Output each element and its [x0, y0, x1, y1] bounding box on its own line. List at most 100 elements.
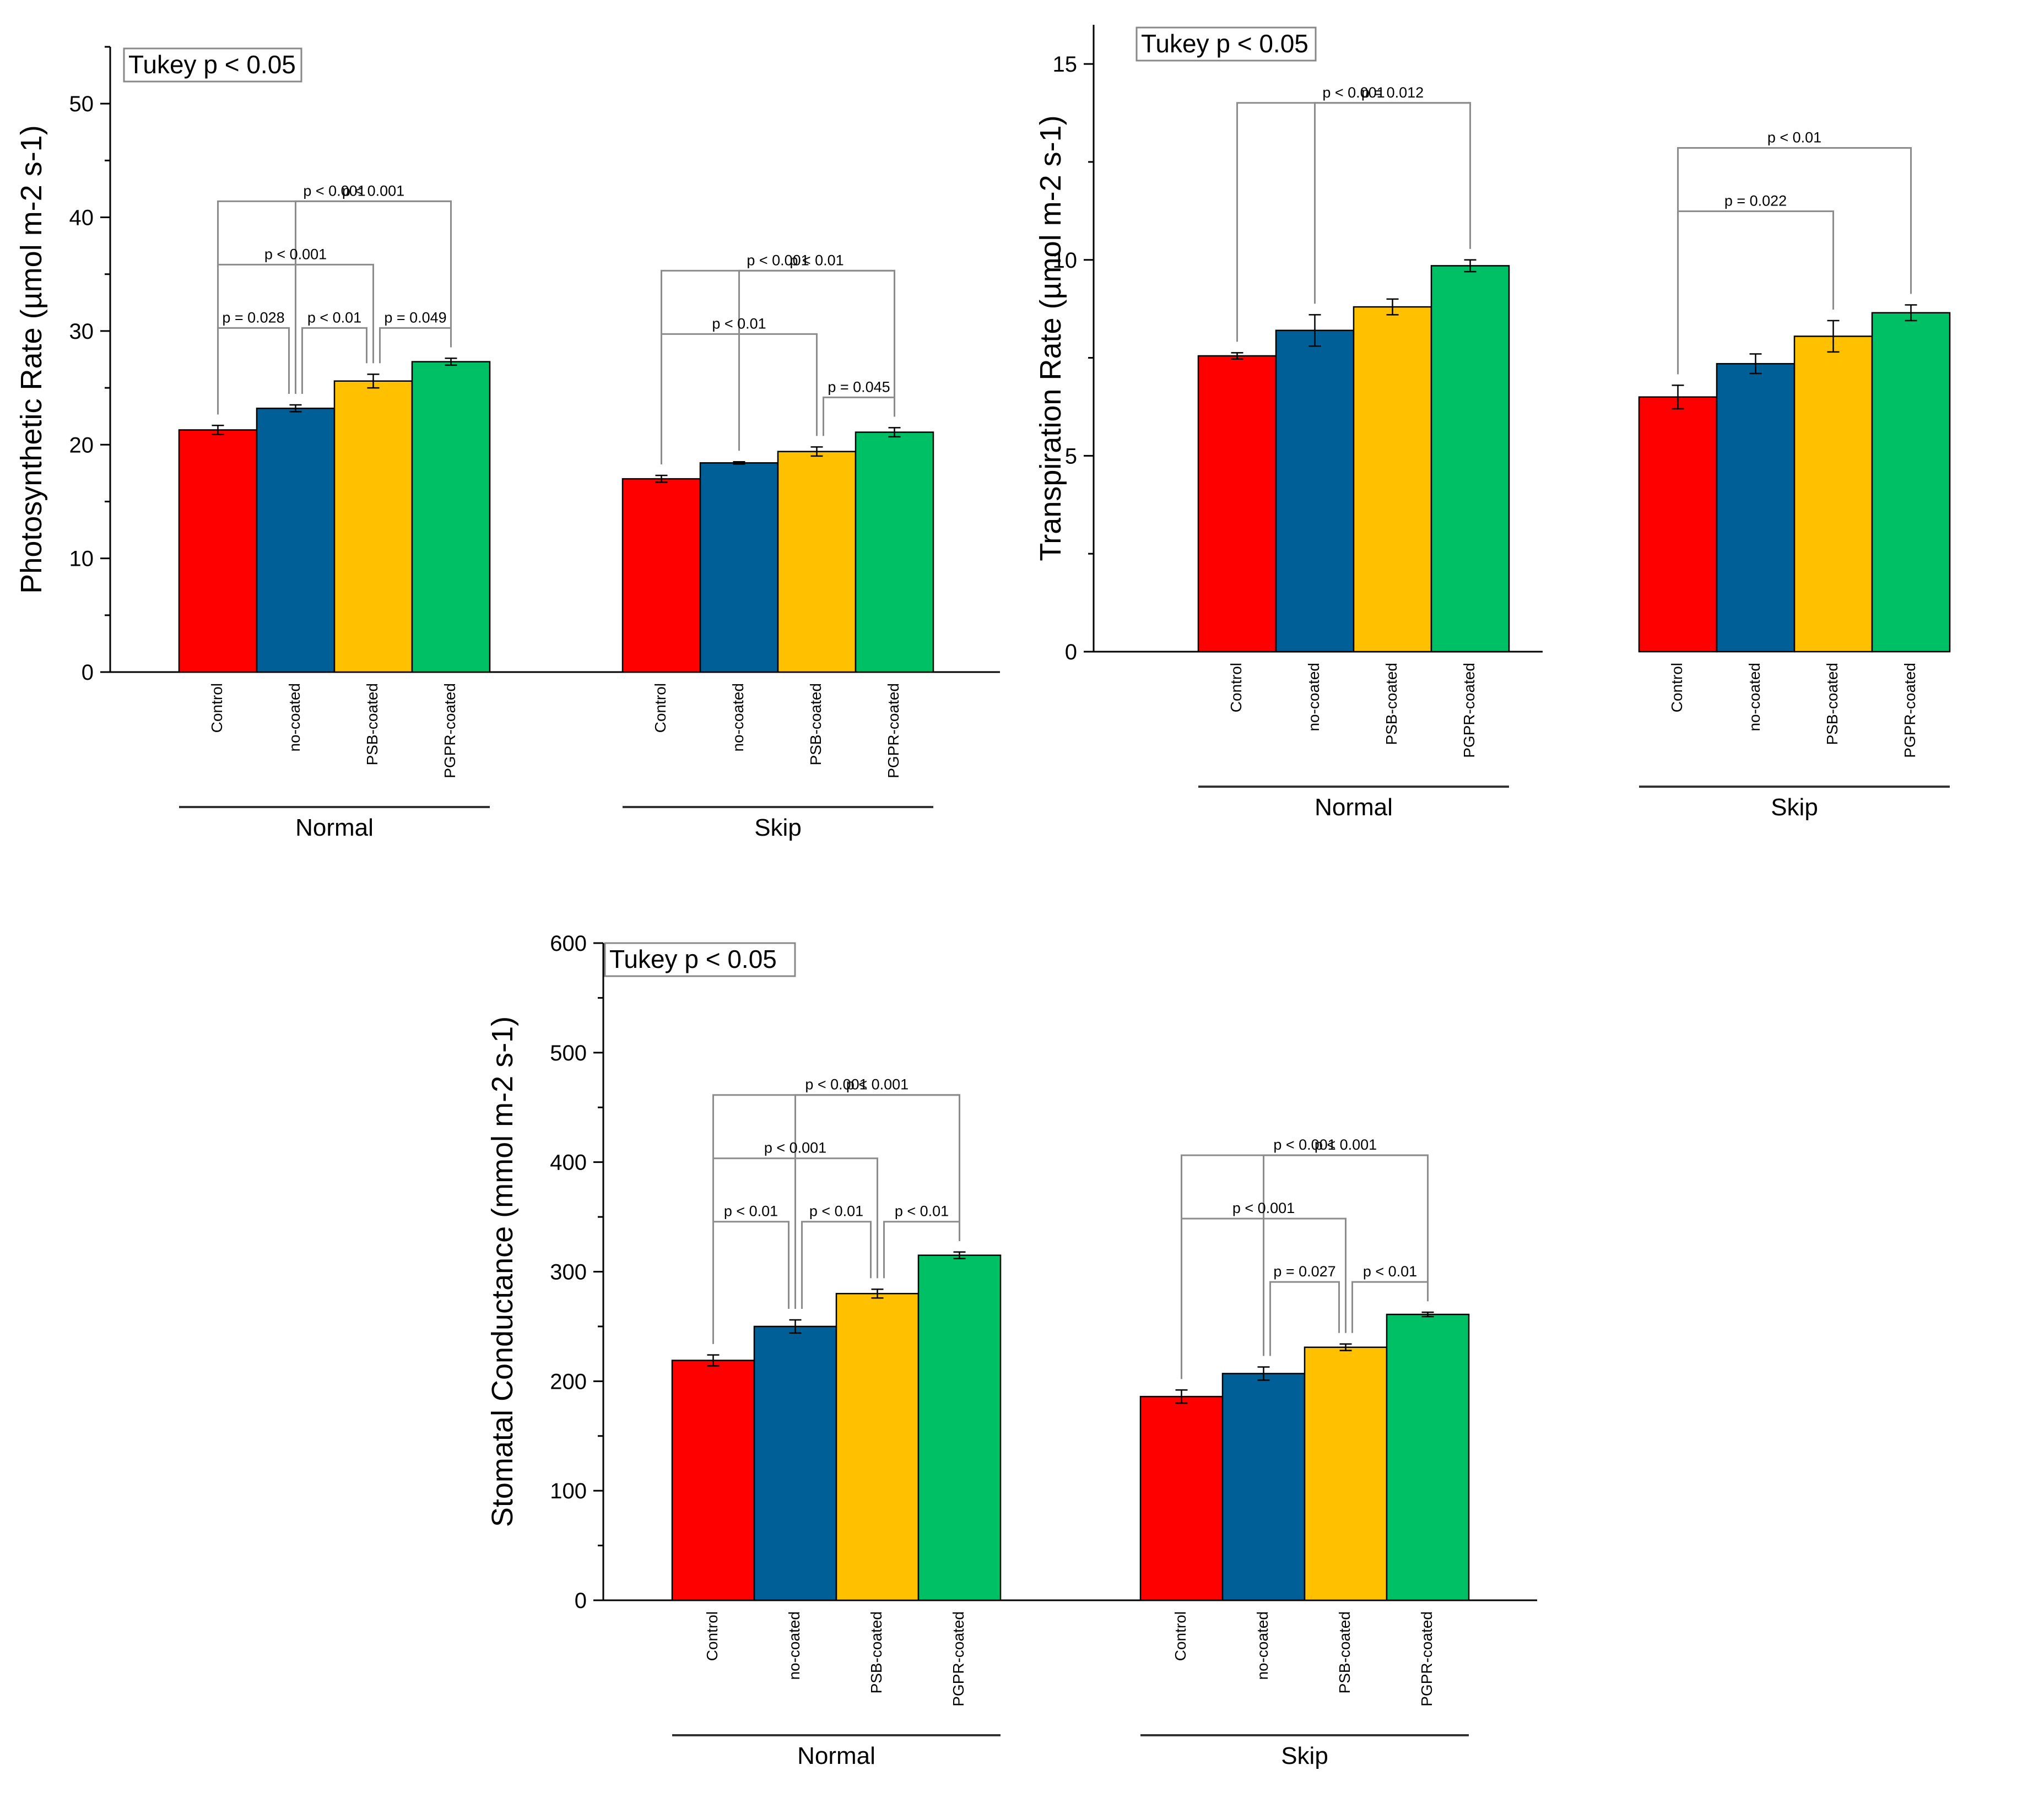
x-category-label: PGPR-coated	[441, 683, 458, 778]
x-category-label: no-coated	[1254, 1611, 1271, 1680]
p-value-label: p = 0.049	[384, 309, 446, 326]
y-axis-label: Stomatal Conductance (mmol m-2 s-1)	[486, 1016, 519, 1527]
bar-skip-control	[1139, 1395, 1224, 1601]
p-value-label: p < 0.001	[805, 1076, 867, 1093]
significance-bracket	[712, 1221, 790, 1344]
legend-box	[123, 47, 302, 83]
x-category-label: PSB-coated	[1336, 1611, 1353, 1693]
p-value-label: p < 0.01	[895, 1203, 949, 1220]
bar-skip-pgpr-coated	[1386, 1313, 1470, 1601]
x-category-label: PSB-coated	[868, 1611, 885, 1693]
y-tick-label: 100	[550, 1479, 587, 1503]
x-category-label: no-coated	[1305, 663, 1322, 732]
x-category-label: PSB-coated	[807, 683, 824, 765]
y-tick-label: 50	[69, 92, 94, 116]
bar-normal-no-coated	[256, 407, 336, 673]
bar-normal-control	[1197, 355, 1277, 653]
significance-bracket	[1314, 102, 1471, 304]
p-value-label: p < 0.001	[1232, 1200, 1295, 1216]
x-category-label: PGPR-coated	[885, 683, 902, 778]
x-category-label: PGPR-coated	[1461, 663, 1478, 758]
significance-bracket	[295, 200, 452, 394]
significance-bracket	[1181, 1217, 1347, 1379]
group-label: Skip	[754, 814, 802, 841]
group-label: Normal	[1315, 794, 1393, 821]
p-value-label: p < 0.01	[1767, 129, 1821, 146]
y-tick-label: 300	[550, 1260, 587, 1285]
p-value-label: p = 0.012	[1361, 84, 1424, 101]
p-value-label: p = 0.045	[828, 378, 890, 395]
p-value-label: p < 0.001	[342, 182, 404, 199]
p-value-label: p < 0.01	[712, 315, 766, 332]
legend-box	[1135, 26, 1317, 62]
significance-bracket	[1677, 210, 1834, 375]
significance-bracket	[794, 1094, 960, 1309]
group-label: Normal	[295, 814, 374, 841]
p-value-label: p = 0.022	[1724, 193, 1787, 209]
legend-box	[604, 942, 796, 977]
transpiration-rate-chart: 0 5 10 15 Transpiration Rate (µmol m-2 s-1) T…	[1034, 25, 1951, 821]
significance-bracket	[1269, 1281, 1340, 1356]
y-tick-label: 400	[550, 1151, 587, 1175]
x-category-label: no-coated	[786, 1611, 803, 1680]
bar-skip-psb-coated	[777, 451, 857, 673]
p-value-label: p < 0.001	[303, 182, 365, 199]
p-value-label: p < 0.01	[724, 1203, 778, 1220]
bar-normal-psb-coated	[1353, 306, 1432, 653]
bar-skip-control	[1638, 396, 1718, 653]
y-tick-label: 200	[550, 1369, 587, 1394]
significance-bracket	[301, 327, 367, 394]
p-value-label: p < 0.01	[1363, 1263, 1417, 1280]
x-category-label: Control	[208, 683, 225, 733]
group-label: Normal	[797, 1742, 875, 1769]
significance-bracket	[1263, 1154, 1429, 1356]
p-value-label: p < 0.001	[264, 246, 327, 262]
y-tick-label: 15	[1053, 52, 1078, 77]
bar-normal-psb-coated	[835, 1293, 920, 1601]
bar-skip-no-coated	[1716, 362, 1796, 653]
p-value-label: p < 0.01	[790, 252, 843, 268]
p-value-label: p < 0.001	[764, 1140, 826, 1156]
p-value-label: p < 0.001	[846, 1076, 909, 1093]
significance-bracket	[738, 269, 895, 451]
significance-bracket	[823, 396, 895, 436]
bar-normal-psb-coated	[333, 380, 413, 673]
significance-bracket	[1351, 1281, 1429, 1333]
bar-normal-pgpr-coated	[1430, 265, 1510, 653]
x-category-label: no-coated	[1746, 663, 1763, 732]
p-value-label: p < 0.001	[1322, 84, 1385, 101]
bar-skip-no-coated	[1221, 1373, 1306, 1601]
y-tick-label: 10	[69, 547, 94, 571]
legend-text: Tukey p < 0.05	[1141, 29, 1308, 58]
y-tick-label: 600	[550, 932, 587, 956]
y-tick-label: 30	[69, 320, 94, 344]
y-tick-label: 5	[1065, 444, 1077, 468]
y-tick-label: 20	[69, 433, 94, 457]
x-category-label: Control	[1228, 663, 1245, 712]
y-tick-label: 500	[550, 1041, 587, 1065]
x-category-label: PGPR-coated	[1418, 1611, 1435, 1707]
y-axis-label: Transpiration Rate (µmol m-2 s-1)	[1034, 115, 1067, 561]
y-tick-label: 40	[69, 206, 94, 230]
bar-normal-no-coated	[753, 1325, 837, 1601]
bar-normal-pgpr-coated	[411, 361, 491, 673]
p-value-label: p = 0.027	[1273, 1263, 1335, 1280]
p-value-label: p < 0.001	[1315, 1136, 1377, 1153]
bar-normal-pgpr-coated	[917, 1254, 1002, 1601]
group-label: Skip	[1281, 1742, 1328, 1769]
bar-normal-control	[178, 429, 258, 673]
p-value-label: p < 0.01	[307, 309, 361, 326]
y-tick-label: 0	[575, 1589, 587, 1613]
bar-skip-psb-coated	[1793, 335, 1873, 653]
x-category-label: PGPR-coated	[1901, 663, 1918, 758]
bar-skip-psb-coated	[1304, 1346, 1388, 1601]
significance-bracket	[379, 327, 452, 364]
y-tick-label: 0	[1065, 640, 1077, 664]
p-value-label: p = 0.028	[222, 309, 284, 326]
x-category-label: PSB-coated	[1824, 663, 1841, 745]
x-category-label: Control	[1172, 1611, 1189, 1661]
bar-skip-pgpr-coated	[855, 431, 934, 673]
bar-skip-no-coated	[699, 462, 779, 673]
y-axis-label: Photosynthetic Rate (µmol m-2 s-1)	[15, 125, 48, 593]
x-category-label: PSB-coated	[364, 683, 381, 765]
